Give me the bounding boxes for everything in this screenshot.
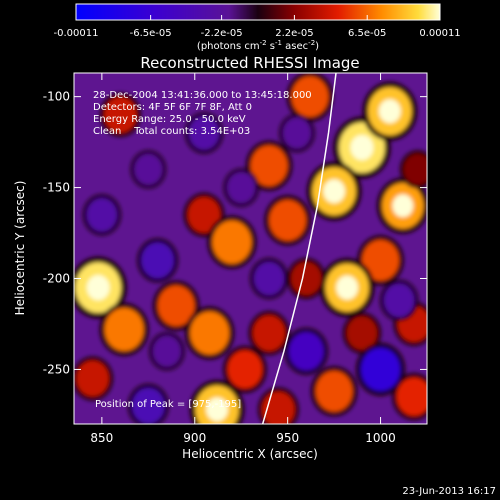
heatmap-blob-26	[134, 153, 163, 185]
heatmap-blob-17	[227, 350, 263, 389]
heatmap-blob-2	[291, 76, 329, 118]
heatmap-blob-peak-0	[350, 134, 374, 161]
heatmap-blob-38	[403, 153, 427, 185]
heatmap-blob-10	[187, 196, 221, 233]
heatmap-blob-15	[157, 285, 195, 327]
chart-title: Reconstructed RHESSI Image	[140, 54, 359, 72]
x-axis-label: Heliocentric X (arcsec)	[182, 447, 318, 461]
heatmap-blob-18	[252, 315, 286, 352]
heatmap-blob-11	[212, 220, 252, 264]
heatmap-blob-peak-8	[336, 275, 359, 300]
y-tick-label: -100	[43, 90, 70, 104]
heatmap-blob-12	[104, 96, 137, 133]
y-tick-label: -150	[43, 181, 70, 195]
heatmap-blob-22	[346, 316, 378, 350]
colorbar-tick-label: 2.2e-05	[275, 28, 313, 39]
axes: 850 900 950 1000 -100 -150 -200 -250	[43, 73, 427, 445]
annotation-energy-range: Energy Range: 25.0 - 50.0 keV	[93, 114, 246, 125]
colorbar-tick-label: -2.2e-05	[201, 28, 243, 39]
heatmap-blob-35	[152, 335, 182, 367]
heatmap-blob-24	[396, 377, 427, 416]
x-tick-label: 900	[183, 431, 206, 445]
annotation-peak-position: Position of Peak = [975,-195]	[95, 399, 241, 410]
heatmap-blob-34	[131, 387, 165, 424]
heatmap-blob-peak-1	[378, 99, 401, 124]
heatmap-blob-14	[104, 307, 144, 352]
heatmap-blob-27	[86, 198, 118, 232]
annotation-detectors: Detectors: 4F 5F 6F 7F 8F, Att 0	[93, 102, 252, 113]
heatmap-blob-37	[141, 242, 174, 279]
y-axis-label: Heliocentric Y (arcsec)	[13, 181, 27, 316]
solar-limb-line	[261, 73, 337, 424]
heatmap-blob-30	[253, 261, 285, 296]
heatmap-blob-9	[290, 261, 322, 296]
colorbar-tick-label: -6.5e-05	[130, 28, 172, 39]
x-tick-label: 950	[276, 431, 299, 445]
x-tick-label: 1000	[365, 431, 396, 445]
heatmap-blob-31	[360, 347, 401, 392]
colorbar	[75, 3, 441, 21]
x-tick-label: 850	[90, 431, 113, 445]
colorbar-tick-label: 6.5e-05	[348, 28, 386, 39]
heatmap-blob-21	[315, 370, 353, 412]
heatmap-blobs	[74, 73, 427, 424]
annotation-clean-counts: Clean Total counts: 3.54E+03	[93, 126, 250, 137]
heatmap-area	[74, 73, 427, 424]
heatmap-blob-32	[288, 332, 324, 371]
heatmap-blob-29	[227, 171, 256, 204]
heatmap-blob-5	[250, 145, 288, 187]
colorbar-tick-label: -0.00011	[54, 28, 99, 39]
heatmap-blob-peak-3	[323, 179, 346, 204]
heatmap-blob-36	[282, 117, 312, 149]
y-tick-label: -200	[43, 272, 70, 286]
y-tick-label: -250	[43, 362, 70, 376]
heatmap-blob-6	[269, 199, 307, 241]
heatmap-blob-25	[76, 360, 109, 397]
colorbar-ticks: -0.00011 -6.5e-05 -2.2e-05 2.2e-05 6.5e-05 0.…	[54, 15, 461, 39]
heatmap-blob-28	[188, 116, 220, 150]
annotation-time-range: 28-Dec-2004 13:41:36.000 to 13:45:18.000	[93, 90, 312, 101]
colorbar-tick-label: 0.00011	[419, 28, 460, 39]
heatmap-blob-33	[383, 283, 415, 318]
plot-frame	[73, 72, 428, 425]
footer-date: 23-Jun-2013 16:17	[402, 486, 496, 497]
heatmap-blob-16	[189, 311, 230, 355]
colorbar-unit-label: (photons cm-2 s-1 asec-2)	[197, 39, 319, 52]
heatmap-blob-peak-13	[86, 275, 110, 301]
heatmap-blob-peak-4	[392, 194, 414, 218]
heatmap-blob-7	[362, 239, 400, 281]
observation-info: 28-Dec-2004 13:41:36.000 to 13:45:18.000…	[93, 90, 312, 410]
heatmap-blob-peak-19	[206, 397, 228, 422]
